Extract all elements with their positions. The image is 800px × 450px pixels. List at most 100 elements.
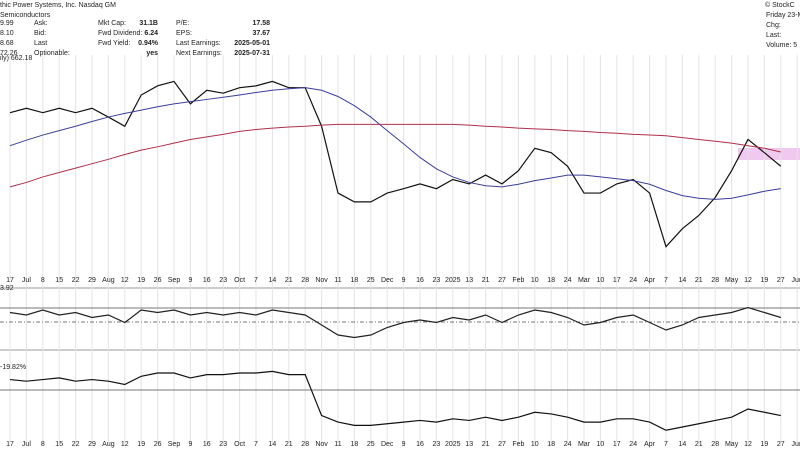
- quote-label: Optionable:: [34, 50, 70, 57]
- x-tick-label: Jul: [22, 277, 31, 284]
- x-tick-label: Jun: [792, 441, 800, 448]
- x-tick-label: 18: [351, 441, 359, 448]
- x-tick-label: 19: [761, 441, 769, 448]
- quote-right: Volume: 5: [766, 42, 797, 49]
- x-tick-label: 23: [219, 441, 227, 448]
- x-tick-label: 23: [219, 277, 227, 284]
- x-tick-label: 21: [482, 441, 490, 448]
- quote-label: P/E:: [176, 20, 189, 27]
- series-line: [9, 80, 782, 248]
- x-tick-label: 7: [664, 277, 668, 284]
- x-tick-label: 10: [597, 441, 605, 448]
- x-tick-label: 21: [285, 441, 293, 448]
- quote-label: Last: [34, 40, 47, 47]
- x-tick-label: 12: [744, 441, 752, 448]
- x-tick-label: 21: [695, 441, 703, 448]
- series-line: [9, 370, 781, 431]
- x-tick-label: Mar: [578, 441, 591, 448]
- x-tick-label: 10: [531, 277, 539, 284]
- x-tick-label: 29: [88, 441, 96, 448]
- x-tick-label: 14: [269, 441, 277, 448]
- x-tick-label: 10: [597, 277, 605, 284]
- x-tick-label: Aug: [102, 277, 115, 284]
- x-tick-label: 21: [285, 277, 293, 284]
- x-tick-label: Jun: [792, 277, 800, 284]
- x-tick-label: 26: [154, 277, 162, 284]
- x-tick-label: 14: [269, 277, 277, 284]
- series-line: [9, 123, 781, 188]
- x-tick-label: 19: [761, 277, 769, 284]
- x-tick-label: 8: [41, 277, 45, 284]
- x-tick-label: Feb: [512, 441, 524, 448]
- quote-value: 72.26: [0, 50, 18, 57]
- x-tick-label: 24: [564, 441, 572, 448]
- x-tick-label: 17: [613, 277, 621, 284]
- x-tick-label: 27: [777, 277, 785, 284]
- x-tick-label: 2025: [445, 277, 461, 284]
- x-tick-label: 7: [254, 277, 258, 284]
- quote-label: Last Earnings:: [176, 40, 221, 47]
- x-tick-label: 28: [711, 441, 719, 448]
- x-tick-label: 17: [6, 277, 14, 284]
- quote-label: Mkt Cap:: [98, 20, 126, 27]
- x-tick-label: Dec: [381, 277, 394, 284]
- x-tick-label: 15: [55, 277, 63, 284]
- x-tick-label: 16: [416, 277, 424, 284]
- quote-label: Next Earnings:: [176, 50, 222, 57]
- x-tick-label: 19: [137, 441, 145, 448]
- x-tick-label: 14: [679, 441, 687, 448]
- x-tick-label: 24: [629, 277, 637, 284]
- panel-legend: ily) 662.18: [0, 55, 32, 62]
- x-tick-label: Apr: [644, 441, 656, 448]
- quote-label: Ask:: [34, 20, 48, 27]
- x-tick-label: 28: [301, 441, 309, 448]
- quote-value: yes: [146, 50, 158, 57]
- x-tick-label: Sep: [168, 277, 181, 284]
- x-tick-label: Feb: [512, 277, 524, 284]
- x-tick-label: Nov: [315, 277, 328, 284]
- x-tick-label: 21: [482, 277, 490, 284]
- x-tick-label: 2025: [445, 441, 461, 448]
- x-tick-label: 23: [433, 277, 441, 284]
- quote-value: 8.10: [0, 30, 14, 37]
- x-tick-label: Apr: [644, 277, 656, 284]
- x-tick-label: 27: [498, 277, 506, 284]
- quote-right: Friday 23-M: [766, 12, 800, 19]
- x-tick-label: 19: [137, 277, 145, 284]
- x-tick-label: 8: [41, 441, 45, 448]
- x-tick-label: 12: [121, 441, 129, 448]
- x-tick-label: 24: [564, 277, 572, 284]
- x-tick-label: 22: [72, 441, 80, 448]
- x-tick-label: 18: [547, 277, 555, 284]
- x-tick-label: 16: [416, 441, 424, 448]
- x-tick-label: 27: [498, 441, 506, 448]
- x-tick-label: 27: [777, 441, 785, 448]
- x-tick-label: 9: [402, 441, 406, 448]
- x-tick-label: Mar: [578, 277, 591, 284]
- quote-value: 8.68: [0, 40, 14, 47]
- quote-value: 6.24: [144, 30, 158, 37]
- x-tick-label: 23: [433, 441, 441, 448]
- x-tick-label: 9: [188, 441, 192, 448]
- x-tick-label: 14: [679, 277, 687, 284]
- x-tick-label: Sep: [168, 441, 181, 448]
- x-tick-label: 15: [55, 441, 63, 448]
- x-tick-label: 7: [664, 441, 668, 448]
- company-name: thic Power Systems, Inc. Nasdaq GM: [0, 2, 116, 9]
- resistance-zone: [738, 148, 800, 160]
- x-tick-label: 28: [301, 277, 309, 284]
- x-tick-label: 29: [88, 277, 96, 284]
- x-tick-label: 24: [629, 441, 637, 448]
- x-tick-label: 9: [188, 277, 192, 284]
- x-tick-label: 11: [334, 277, 341, 284]
- panel-legend: -19.82%: [0, 364, 26, 371]
- quote-right: Chg:: [766, 22, 781, 29]
- x-tick-label: Aug: [102, 441, 115, 448]
- x-tick-label: May: [725, 441, 739, 448]
- x-tick-label: 10: [531, 441, 539, 448]
- quote-value: 2025-07-31: [234, 50, 270, 57]
- quote-value: 17.58: [252, 20, 270, 27]
- x-tick-label: 12: [121, 277, 129, 284]
- x-tick-label: 16: [203, 277, 211, 284]
